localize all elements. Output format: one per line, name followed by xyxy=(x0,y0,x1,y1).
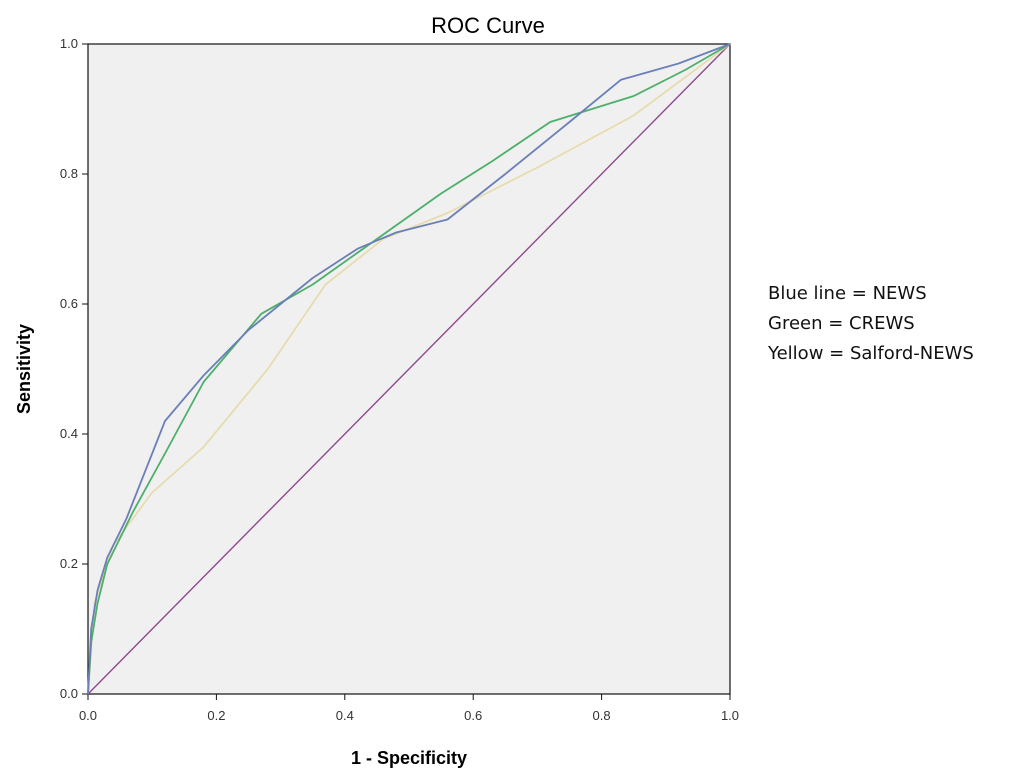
x-tick-label: 0.8 xyxy=(593,708,611,723)
series-line-news xyxy=(87,43,731,695)
x-tick-label: 0.6 xyxy=(464,708,482,723)
x-tick-label: 1.0 xyxy=(721,708,739,723)
y-tick-label: 0.0 xyxy=(60,686,78,701)
x-tick-label: 0.0 xyxy=(79,708,97,723)
chart-title: ROC Curve xyxy=(431,13,545,38)
y-tick-label: 0.8 xyxy=(60,166,78,181)
legend-entry-news: Blue line = NEWS xyxy=(768,283,927,304)
x-tick-label: 0.4 xyxy=(336,708,354,723)
y-tick-label: 0.2 xyxy=(60,556,78,571)
y-axis-ticks: 0.0 0.2 0.4 0.6 0.8 1.0 xyxy=(60,36,88,701)
reference-diagonal-line xyxy=(87,43,731,695)
legend-entry-salford-news: Yellow = Salford-NEWS xyxy=(768,343,974,364)
legend-entry-crews: Green = CREWS xyxy=(768,313,915,334)
series-layer xyxy=(87,43,731,695)
y-axis-label: Sensitivity xyxy=(14,324,34,414)
y-tick-label: 0.4 xyxy=(60,426,78,441)
series-line-salford-news xyxy=(87,43,731,695)
x-axis-label: 1 - Specificity xyxy=(351,748,467,768)
x-axis-ticks: 0.0 0.2 0.4 0.6 0.8 1.0 xyxy=(79,694,739,723)
y-tick-label: 0.6 xyxy=(60,296,78,311)
x-tick-label: 0.2 xyxy=(207,708,225,723)
y-tick-label: 1.0 xyxy=(60,36,78,51)
